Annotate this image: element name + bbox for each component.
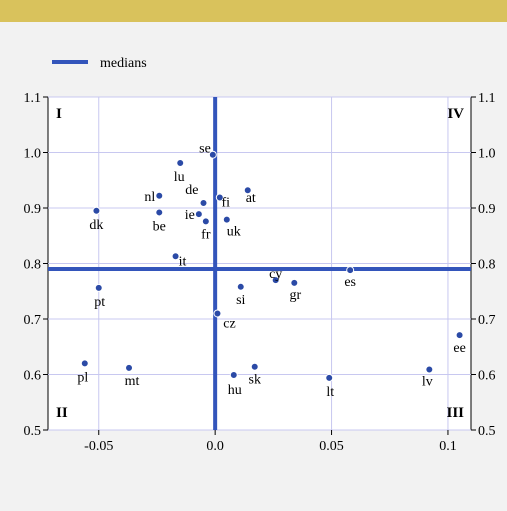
y-tick-label-right: 0.7: [478, 313, 496, 328]
data-label-it: it: [179, 254, 187, 269]
data-label-fi: fi: [222, 195, 231, 210]
data-label-gr: gr: [289, 288, 301, 303]
data-point-at: [243, 186, 252, 195]
data-point-pl: [80, 359, 89, 368]
data-point-it: [171, 252, 180, 261]
data-point-uk: [222, 215, 231, 224]
data-label-cz: cz: [223, 316, 235, 331]
legend-label: medians: [100, 56, 147, 71]
data-point-ee: [455, 331, 464, 340]
data-point-si: [236, 282, 245, 291]
y-tick-label-left: 0.6: [24, 369, 42, 384]
data-point-sk: [250, 362, 259, 371]
y-tick-label-left: 0.5: [24, 424, 42, 439]
data-point-cz: [213, 309, 222, 318]
data-point-lt: [325, 373, 334, 382]
data-label-cy: cy: [269, 267, 282, 282]
data-label-lt: lt: [326, 385, 334, 400]
y-tick-label-left: 0.7: [24, 313, 42, 328]
data-label-dk: dk: [89, 218, 103, 233]
quadrant-label-2: II: [56, 405, 68, 421]
data-point-fi: [215, 193, 224, 202]
data-label-de: de: [185, 183, 198, 198]
y-tick-label-right: 0.6: [478, 369, 496, 384]
x-tick-label: 0.1: [439, 439, 457, 454]
data-point-lu: [176, 159, 185, 168]
data-point-gr: [290, 278, 299, 287]
y-tick-label-right: 0.9: [478, 202, 496, 217]
data-label-nl: nl: [144, 190, 155, 205]
y-tick-label-right: 0.8: [478, 258, 496, 273]
x-tick-label: 0.05: [319, 439, 344, 454]
data-point-se: [208, 150, 217, 159]
title-bar: [0, 0, 507, 22]
data-label-pl: pl: [77, 370, 88, 385]
quadrant-label-3: III: [446, 405, 464, 421]
data-point-pt: [94, 283, 103, 292]
data-point-fr: [201, 217, 210, 226]
data-label-be: be: [153, 219, 166, 234]
x-tick-label: -0.05: [84, 439, 113, 454]
data-label-fr: fr: [201, 227, 211, 242]
y-tick-label-left: 0.8: [24, 258, 42, 273]
data-point-dk: [92, 206, 101, 215]
y-tick-label-right: 1.0: [478, 147, 496, 162]
x-tick-label: 0.0: [206, 439, 224, 454]
data-label-at: at: [246, 191, 256, 206]
quadrant-label-1: I: [56, 106, 62, 122]
data-label-mt: mt: [125, 374, 140, 389]
data-label-si: si: [236, 293, 245, 308]
data-point-ie: [194, 210, 203, 219]
y-tick-label-left: 1.1: [24, 91, 42, 106]
data-point-cy: [271, 276, 280, 285]
data-label-sk: sk: [249, 373, 261, 388]
data-label-es: es: [344, 275, 356, 290]
data-label-lu: lu: [174, 170, 185, 185]
y-tick-label-right: 1.1: [478, 91, 496, 106]
data-label-uk: uk: [227, 225, 241, 240]
data-point-mt: [125, 363, 134, 372]
quadrant-label-4: IV: [447, 106, 464, 122]
data-label-pt: pt: [94, 295, 105, 310]
y-tick-label-left: 0.9: [24, 202, 42, 217]
data-label-se: se: [199, 142, 211, 157]
data-point-be: [155, 208, 164, 217]
data-label-lv: lv: [422, 375, 433, 390]
data-label-ee: ee: [453, 341, 465, 356]
data-label-ie: ie: [185, 208, 195, 223]
data-point-de: [199, 199, 208, 208]
data-point-nl: [155, 191, 164, 200]
y-tick-label-left: 1.0: [24, 147, 42, 162]
data-label-hu: hu: [228, 383, 242, 398]
data-point-hu: [229, 371, 238, 380]
y-tick-label-right: 0.5: [478, 424, 496, 439]
data-point-lv: [425, 365, 434, 374]
data-point-es: [346, 266, 355, 275]
